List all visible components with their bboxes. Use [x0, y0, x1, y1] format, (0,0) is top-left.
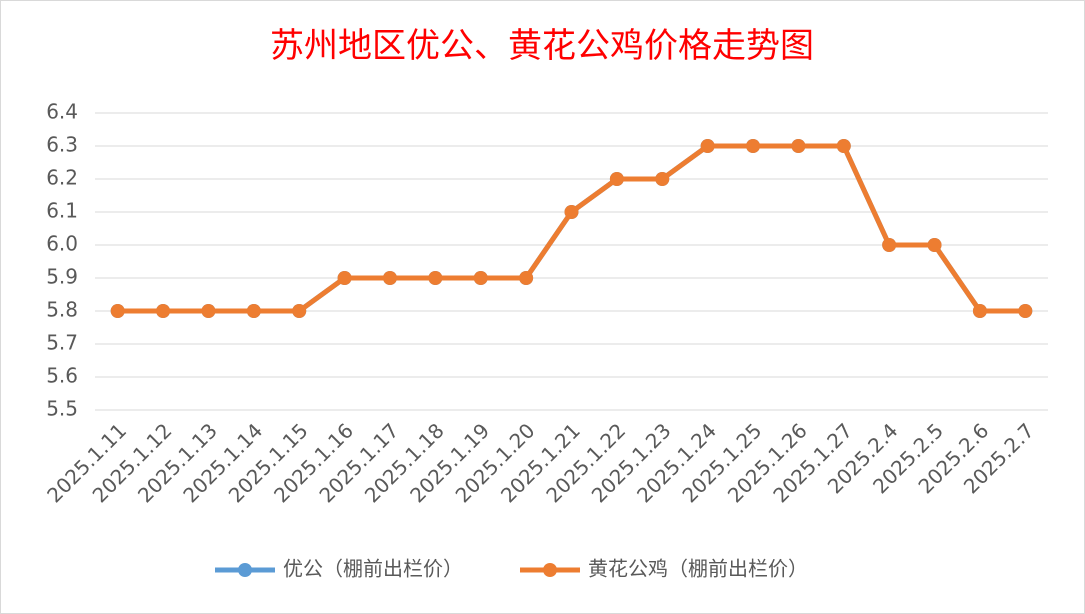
point — [1018, 304, 1033, 318]
point — [882, 238, 897, 252]
y-tick-label: 6.4 — [46, 100, 78, 124]
point — [382, 271, 397, 285]
chart-title: 苏州地区优公、黄花公鸡价格走势图 — [270, 26, 814, 66]
point — [246, 304, 261, 318]
y-tick-label: 5.9 — [46, 265, 78, 289]
y-tick-label: 5.8 — [46, 298, 78, 322]
y-tick-label: 5.6 — [46, 364, 78, 388]
legend-label: 黄花公鸡（棚前出栏价） — [588, 557, 808, 581]
y-tick-label: 6.1 — [46, 199, 78, 223]
point — [292, 304, 307, 318]
legend-label: 优公（棚前出栏价） — [283, 557, 463, 581]
y-tick-label: 6.3 — [46, 133, 78, 157]
point — [110, 304, 125, 318]
point — [201, 304, 216, 318]
point — [428, 271, 443, 285]
point — [791, 139, 806, 153]
point — [836, 139, 851, 153]
point — [564, 205, 579, 219]
point — [700, 139, 715, 153]
point — [972, 304, 987, 318]
legend-marker — [238, 563, 252, 577]
point — [337, 271, 352, 285]
point — [655, 172, 670, 186]
point — [746, 139, 761, 153]
point — [927, 238, 942, 252]
point — [519, 271, 534, 285]
y-tick-label: 5.5 — [46, 397, 78, 421]
point — [609, 172, 624, 186]
point — [473, 271, 488, 285]
legend-marker — [543, 563, 557, 577]
point — [156, 304, 171, 318]
y-tick-label: 6.2 — [46, 166, 78, 190]
y-tick-label: 5.7 — [46, 331, 78, 355]
y-tick-label: 6.0 — [46, 232, 78, 256]
